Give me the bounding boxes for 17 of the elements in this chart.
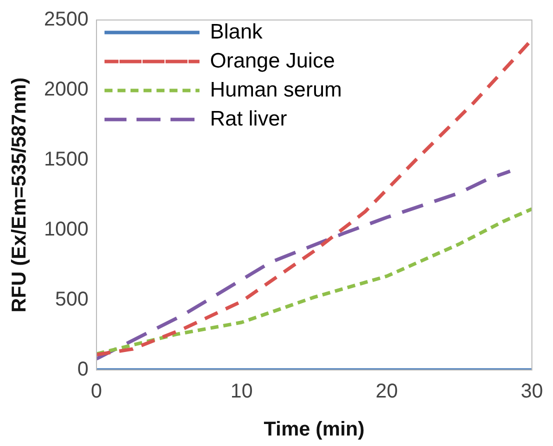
x-axis-title: Time (min) <box>264 418 365 441</box>
y-tick-label: 1000 <box>44 218 88 241</box>
legend-label: Human serum <box>210 78 342 102</box>
y-tick-label: 2000 <box>44 78 88 101</box>
y-tick-label: 0 <box>77 358 88 381</box>
y-tick-label: 2500 <box>44 8 88 31</box>
legend-label: Blank <box>210 20 264 44</box>
y-tick-label: 500 <box>55 288 88 311</box>
y-axis-title: RFU (Ex/Em=535/587nm) <box>8 77 31 313</box>
x-tick-label: 0 <box>90 380 102 403</box>
x-tick-label: 30 <box>520 380 543 403</box>
line-series <box>96 169 512 361</box>
legend-label: Orange Juice <box>210 49 335 72</box>
legend-label: Rat liver <box>210 107 288 130</box>
x-tick-label: 10 <box>230 380 253 403</box>
x-tick-label: 20 <box>376 380 398 403</box>
y-tick-label: 1500 <box>44 148 88 171</box>
